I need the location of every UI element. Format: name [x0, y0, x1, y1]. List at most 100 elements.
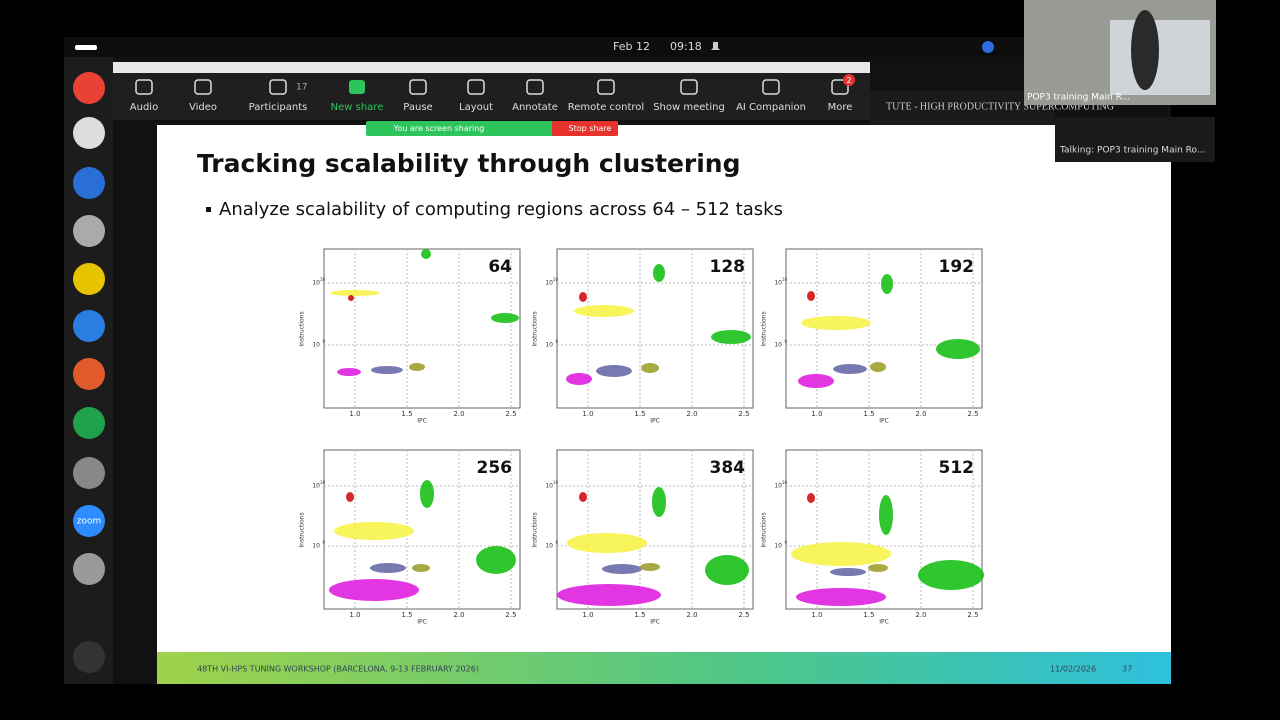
toolbar-label[interactable]: Annotate — [512, 102, 558, 113]
cluster — [791, 542, 891, 566]
cluster — [653, 264, 665, 282]
toolbar-label[interactable]: Remote control — [568, 102, 644, 113]
x-tick-label: 1.5 — [863, 611, 874, 619]
cluster — [412, 564, 430, 572]
cluster — [567, 533, 647, 553]
toolbar-label[interactable]: Layout — [459, 102, 493, 113]
dock-app-icon[interactable] — [73, 263, 105, 295]
cluster — [868, 564, 888, 572]
footer-date: 11/02/2026 — [1050, 665, 1096, 674]
dock-app-icon[interactable] — [73, 505, 105, 537]
cluster — [370, 563, 406, 573]
cluster — [801, 316, 871, 330]
toolbar-icon[interactable] — [680, 79, 698, 95]
task-count: 128 — [710, 257, 746, 277]
y-tick-exponent: 9 — [784, 540, 787, 545]
toolbar-label[interactable]: Video — [189, 102, 217, 113]
x-axis-label: IPC — [650, 619, 660, 626]
dock-app-icon[interactable] — [73, 167, 105, 199]
task-count: 192 — [939, 257, 975, 277]
slide-header-text: TUTE - HIGH PRODUCTIVITY SUPERCOMPUTING — [886, 101, 1114, 112]
y-tick-exponent: 10 — [553, 480, 559, 485]
x-tick-label: 1.5 — [863, 410, 874, 418]
toolbar-icon[interactable] — [831, 79, 849, 95]
cluster — [566, 373, 592, 385]
x-tick-label: 1.5 — [401, 611, 412, 619]
toolbar-icon[interactable] — [597, 79, 615, 95]
toolbar-icon[interactable] — [526, 79, 544, 95]
toolbar-icon[interactable] — [194, 79, 212, 95]
toolbar-icon[interactable] — [409, 79, 427, 95]
x-tick-label: 2.5 — [505, 410, 516, 418]
toolbar-label[interactable]: Pause — [403, 102, 432, 113]
x-tick-label: 1.5 — [401, 410, 412, 418]
footer-left: 48TH VI-HPS TUNING WORKSHOP (BARCELONA, … — [197, 665, 479, 674]
cluster — [807, 493, 815, 503]
x-axis-label: IPC — [879, 418, 889, 425]
cluster — [371, 366, 403, 374]
dock-app-icon[interactable] — [73, 117, 105, 149]
toolbar-icon[interactable] — [467, 79, 485, 95]
x-tick-label: 1.0 — [349, 611, 360, 619]
dock-app-icon[interactable] — [73, 641, 105, 673]
toolbar-label[interactable]: New share — [331, 102, 384, 113]
y-tick-exponent: 9 — [555, 540, 558, 545]
page-number: 37 — [1122, 665, 1132, 674]
dock-app-icon[interactable] — [73, 72, 105, 104]
toolbar-icon[interactable] — [269, 79, 287, 95]
y-axis-label: Instructions — [761, 512, 768, 547]
time: 09:18 — [670, 40, 702, 53]
dock-app-icon[interactable] — [73, 553, 105, 585]
x-tick-label: 1.0 — [582, 410, 593, 418]
x-tick-label: 1.0 — [582, 611, 593, 619]
slide-title: Tracking scalability through clustering — [197, 149, 741, 178]
y-axis-label: Instructions — [299, 311, 306, 346]
cluster — [329, 579, 419, 601]
toolbar-label[interactable]: Participants — [249, 102, 308, 113]
toolbar-label[interactable]: Show meeting — [653, 102, 725, 113]
toolbar-icon[interactable] — [349, 80, 365, 94]
x-tick-label: 1.0 — [811, 611, 822, 619]
stop-share-label[interactable]: Stop share — [569, 124, 612, 133]
y-axis-label: Instructions — [761, 311, 768, 346]
cluster — [641, 363, 659, 373]
zoom-tray-icon[interactable] — [982, 41, 994, 53]
toolbar-icon[interactable] — [135, 79, 153, 95]
participants-count[interactable]: 17 — [296, 83, 307, 93]
dock-app-icon[interactable] — [73, 457, 105, 489]
cluster — [346, 492, 354, 502]
y-tick-base: 10 — [312, 342, 320, 349]
cluster — [330, 290, 380, 296]
toolbar-icon[interactable] — [762, 79, 780, 95]
dock-app-icon[interactable] — [73, 215, 105, 247]
stop-share-button[interactable] — [552, 121, 618, 136]
dock-app-icon[interactable] — [73, 310, 105, 342]
dock-app-icon[interactable] — [73, 407, 105, 439]
task-count: 384 — [710, 458, 746, 478]
bell-icon[interactable] — [711, 42, 720, 50]
x-tick-label: 1.0 — [811, 410, 822, 418]
cluster — [652, 487, 666, 517]
more-badge[interactable]: 2 — [846, 76, 851, 85]
zoom-toolbar — [113, 73, 870, 120]
toolbar-label[interactable]: AI Companion — [736, 102, 806, 113]
y-axis-label: Instructions — [299, 512, 306, 547]
y-tick-base: 10 — [545, 483, 553, 490]
y-tick-base: 10 — [774, 342, 782, 349]
x-tick-label: 2.5 — [967, 410, 978, 418]
video-name: POP3 training Main R... — [1027, 93, 1130, 103]
toolbar-label[interactable]: Audio — [130, 102, 158, 113]
talking-label: Talking: POP3 training Main Ro... — [1059, 146, 1205, 156]
dock-zoom-label[interactable]: zoom — [77, 517, 102, 527]
video-controls — [1055, 117, 1215, 162]
toolbar-label[interactable]: More — [828, 102, 853, 113]
y-tick-exponent: 9 — [322, 540, 325, 545]
workspace-indicator — [75, 45, 97, 50]
dock-app-icon[interactable] — [73, 358, 105, 390]
